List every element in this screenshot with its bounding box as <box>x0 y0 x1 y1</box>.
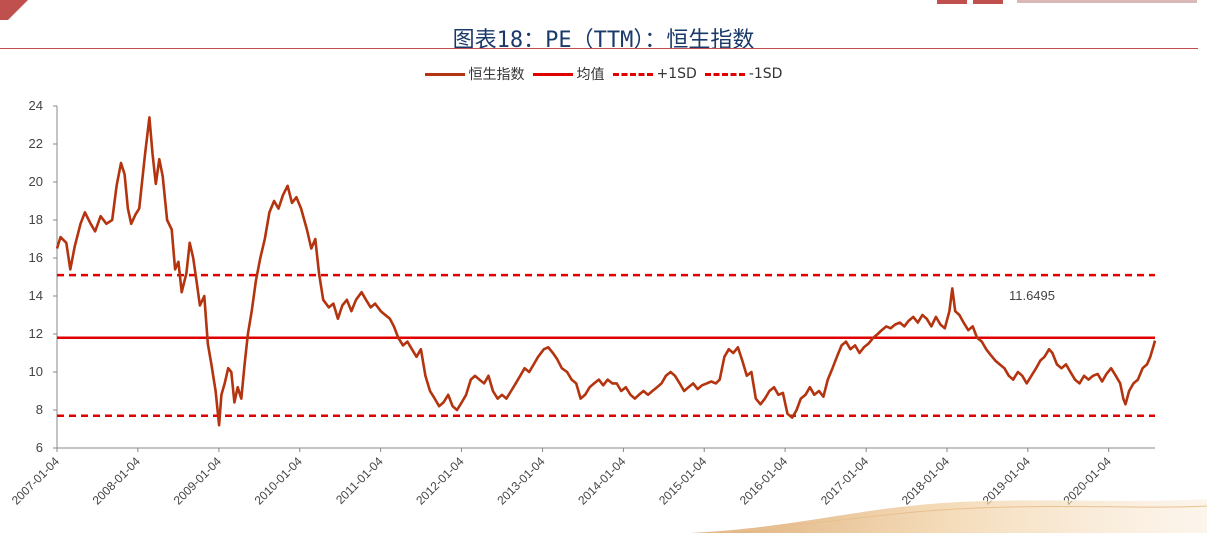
latest-value-annotation: 11.6495 <box>1009 288 1055 303</box>
y-tick-label: 10 <box>29 364 43 379</box>
y-tick-label: 22 <box>29 136 43 151</box>
corner-decoration <box>0 0 28 20</box>
footer-wave-decoration <box>690 499 1207 533</box>
y-tick-label: 24 <box>29 98 43 113</box>
x-tick-label: 2008-01-04 <box>90 454 144 508</box>
legend-swatch-index <box>424 72 465 76</box>
x-tick-label: 2011-01-04 <box>333 454 386 507</box>
y-tick-label: 20 <box>29 174 43 189</box>
legend-label-minus-sd: -1SD <box>748 66 783 82</box>
legend-label-index: 恒生指数 <box>468 67 525 83</box>
legend-item-minus-sd: -1SD <box>704 66 783 82</box>
legend-swatch-minus-sd <box>704 72 745 76</box>
header-logo-decoration <box>937 0 1197 4</box>
y-tick-label: 16 <box>29 250 43 265</box>
legend-item-index: 恒生指数 <box>424 64 525 84</box>
y-tick-label: 14 <box>29 288 43 303</box>
x-tick-label: 2013-01-04 <box>494 454 548 508</box>
legend-label-mean: 均值 <box>576 67 605 83</box>
legend-swatch-plus-sd <box>612 72 653 76</box>
legend-item-plus-sd: +1SD <box>612 66 697 82</box>
x-tick-label: 2009-01-04 <box>171 454 225 508</box>
legend-item-mean: 均值 <box>532 64 605 84</box>
y-tick-label: 18 <box>29 212 43 227</box>
legend-swatch-mean <box>532 72 573 76</box>
x-tick-label: 2014-01-04 <box>575 454 629 508</box>
pe-index-series-line <box>55 116 1157 427</box>
chart-legend: 恒生指数 均值 +1SD -1SD <box>0 64 1207 84</box>
title-underline <box>0 48 1198 49</box>
x-tick-label: 2012-01-04 <box>413 454 467 508</box>
y-tick-label: 8 <box>36 402 43 417</box>
y-tick-label: 12 <box>29 326 43 341</box>
legend-label-plus-sd: +1SD <box>656 66 697 82</box>
x-tick-label: 2010-01-04 <box>252 454 306 508</box>
y-tick-label: 6 <box>36 440 43 455</box>
x-tick-label: 2007-01-04 <box>9 454 63 508</box>
